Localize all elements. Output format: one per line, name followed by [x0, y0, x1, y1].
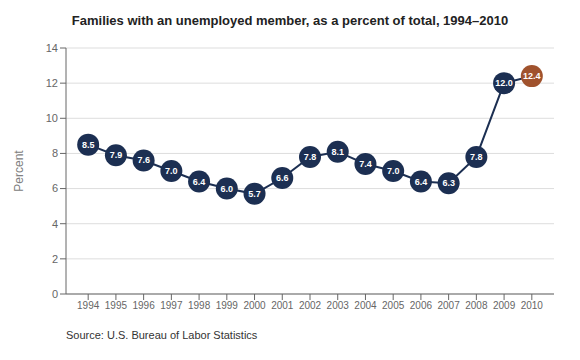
svg-text:2008: 2008 — [465, 300, 488, 311]
svg-text:1999: 1999 — [216, 300, 239, 311]
svg-text:6: 6 — [52, 182, 58, 194]
svg-text:7.0: 7.0 — [387, 166, 400, 176]
svg-text:5.7: 5.7 — [248, 189, 261, 199]
svg-text:2000: 2000 — [243, 300, 266, 311]
html-text:Families with an unemployed me: Families with an unemployed member, as a… — [71, 13, 509, 28]
svg-text:7.4: 7.4 — [359, 159, 372, 169]
svg-text:6.0: 6.0 — [221, 184, 234, 194]
svg-text:8: 8 — [52, 147, 58, 159]
svg-text:0: 0 — [52, 288, 58, 300]
svg-text:12.4: 12.4 — [523, 71, 541, 81]
svg-text:7.8: 7.8 — [304, 152, 317, 162]
svg-text:1996: 1996 — [133, 300, 156, 311]
svg-text:2: 2 — [52, 253, 58, 265]
svg-text:12: 12 — [46, 77, 58, 89]
html-text:Source: U.S. Bureau of Labor S: Source: U.S. Bureau of Labor Statistics — [66, 329, 258, 341]
svg-text:1994: 1994 — [77, 300, 100, 311]
svg-text:8.5: 8.5 — [82, 140, 95, 150]
svg-text:6.4: 6.4 — [193, 177, 206, 187]
svg-text:7.0: 7.0 — [165, 166, 178, 176]
svg-text:2007: 2007 — [438, 300, 461, 311]
svg-text:8.1: 8.1 — [331, 147, 344, 157]
svg-text:14: 14 — [46, 42, 58, 54]
svg-text:12.0: 12.0 — [495, 78, 513, 88]
svg-text:4: 4 — [52, 218, 58, 230]
svg-text:2005: 2005 — [382, 300, 405, 311]
svg-text:7.8: 7.8 — [470, 152, 483, 162]
svg-text:10: 10 — [46, 112, 58, 124]
svg-text:7.6: 7.6 — [137, 155, 150, 165]
svg-text:2001: 2001 — [271, 300, 294, 311]
svg-text:2003: 2003 — [327, 300, 350, 311]
svg-text:1998: 1998 — [188, 300, 211, 311]
svg-text:2010: 2010 — [521, 300, 544, 311]
svg-text:7.9: 7.9 — [110, 150, 123, 160]
svg-text:6.6: 6.6 — [276, 173, 289, 183]
svg-text:2002: 2002 — [299, 300, 322, 311]
svg-text:1995: 1995 — [105, 300, 128, 311]
svg-text:6.4: 6.4 — [415, 177, 428, 187]
svg-text:2004: 2004 — [354, 300, 377, 311]
svg-text:2006: 2006 — [410, 300, 433, 311]
svg-text:Percent: Percent — [12, 150, 26, 192]
svg-text:2009: 2009 — [493, 300, 516, 311]
svg-text:1997: 1997 — [160, 300, 183, 311]
svg-text:6.3: 6.3 — [442, 178, 455, 188]
